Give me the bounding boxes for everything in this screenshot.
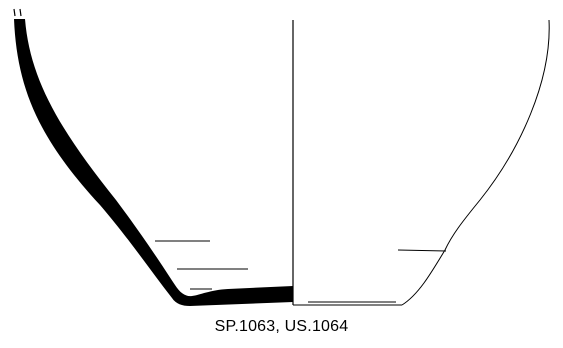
drawing-caption: SP.1063, US.1064 <box>214 318 349 335</box>
vessel-exterior-profile <box>401 19 550 306</box>
exterior-detail-line <box>397 249 447 252</box>
rim-tick-right <box>19 8 22 17</box>
rim-tick-left <box>13 8 16 17</box>
vessel-section-fill <box>14 19 293 306</box>
